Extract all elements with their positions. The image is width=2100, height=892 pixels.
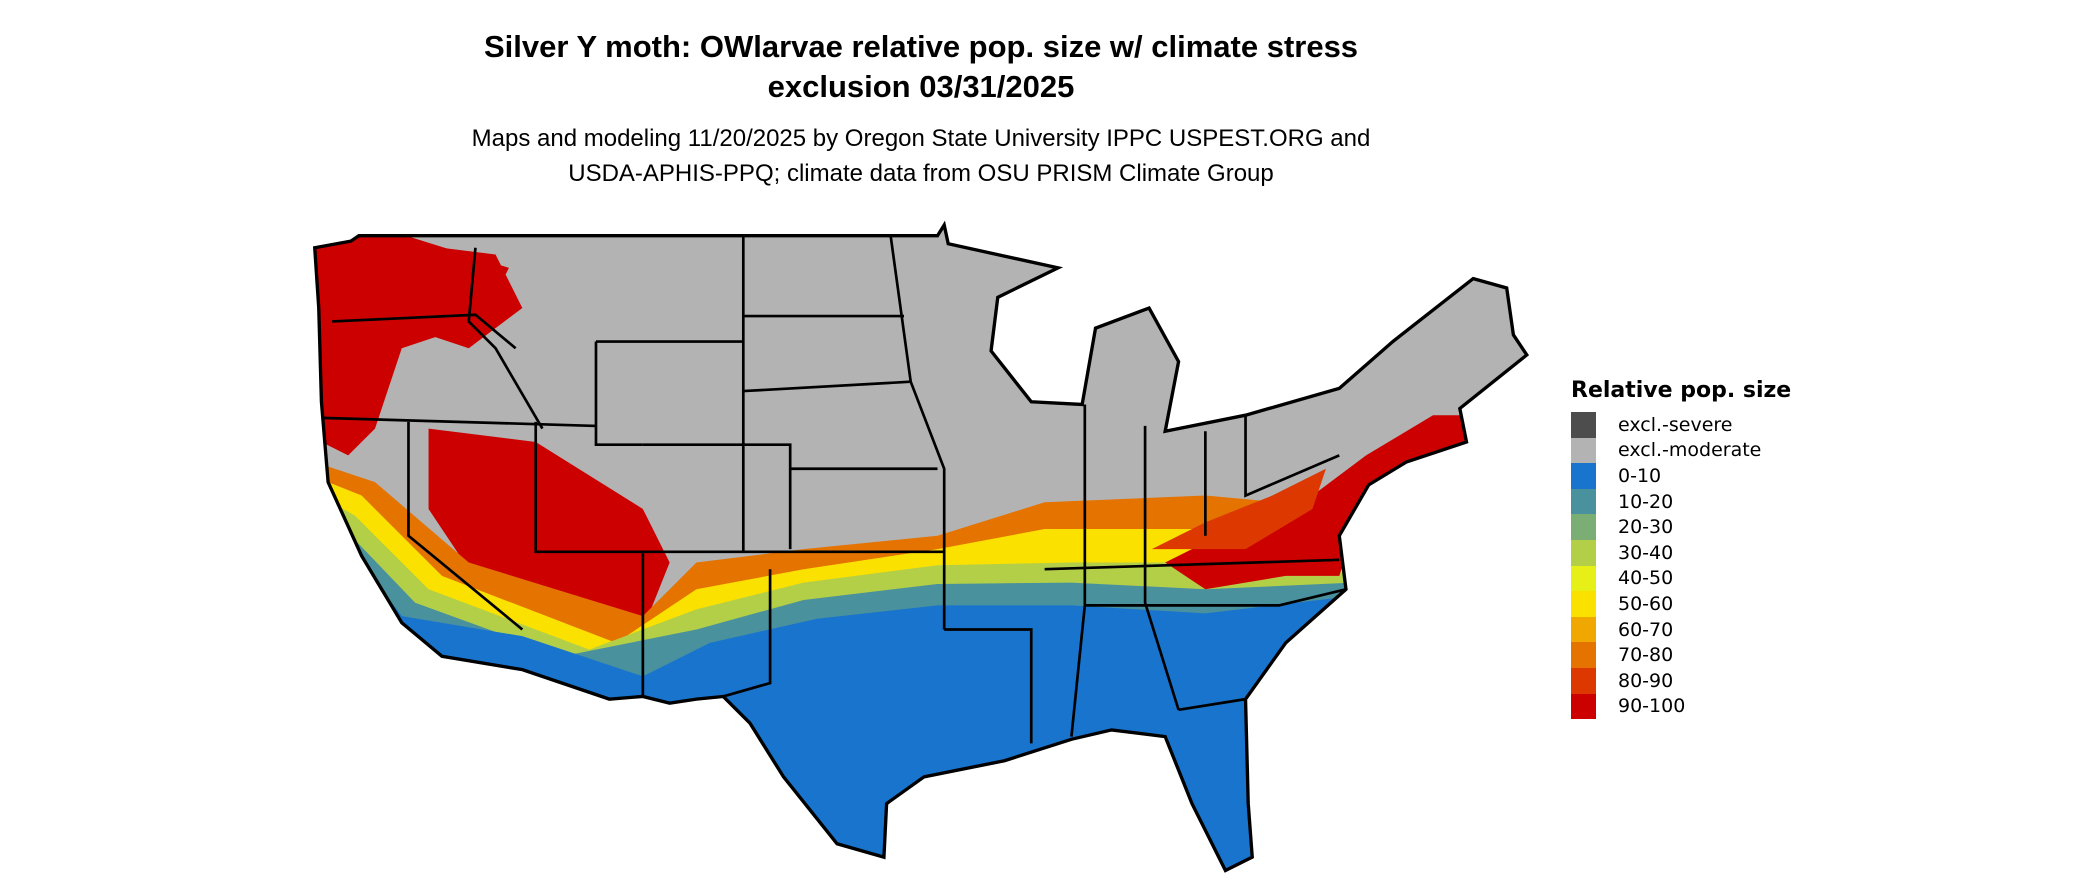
legend-swatch xyxy=(1571,412,1596,438)
legend-item: 10-20 xyxy=(1571,488,1791,515)
legend-swatch xyxy=(1571,642,1596,668)
legend-item: 70-80 xyxy=(1571,642,1791,668)
legend-title: Relative pop. size xyxy=(1571,378,1792,403)
legend-label: 50-60 xyxy=(1618,592,1674,615)
legend-label: 10-20 xyxy=(1618,490,1674,513)
map-subtitle-line1: Maps and modeling 11/20/2025 by Oregon S… xyxy=(471,125,1371,152)
legend-label: 20-30 xyxy=(1618,516,1674,539)
legend-item: 30-40 xyxy=(1571,539,1791,566)
legend-rows: excl.-severe excl.-moderate 0-10 10-20 20-30… xyxy=(1571,412,1791,720)
region-northwest-80-100 xyxy=(388,241,523,349)
legend-label: 80-90 xyxy=(1618,669,1674,692)
legend-item: 90-100 xyxy=(1571,693,1791,720)
state-borders xyxy=(321,235,1347,744)
legend-item: 0-10 xyxy=(1571,463,1791,489)
legend-swatch xyxy=(1571,437,1596,464)
map-subtitle-line2: USDA-APHIS-PPQ; climate data from OSU PR… xyxy=(568,160,1274,187)
legend-label: excl.-moderate xyxy=(1618,439,1762,462)
legend-swatch xyxy=(1571,667,1596,694)
legend-item: excl.-severe xyxy=(1571,412,1791,438)
legend-label: 40-50 xyxy=(1618,567,1674,590)
legend: Relative pop. size excl.-severe excl.-mod… xyxy=(1571,378,1792,720)
legend-label: 90-100 xyxy=(1618,695,1686,718)
map-title-line1: Silver Y moth: OWlarvae relative pop. si… xyxy=(483,29,1359,64)
legend-swatch xyxy=(1571,539,1596,566)
legend-item: excl.-moderate xyxy=(1571,437,1791,464)
legend-item: 60-70 xyxy=(1571,616,1791,643)
legend-swatch xyxy=(1571,693,1596,720)
legend-swatch xyxy=(1571,463,1596,489)
legend-label: 70-80 xyxy=(1618,644,1674,667)
legend-label: 0-10 xyxy=(1618,464,1662,487)
legend-swatch xyxy=(1571,488,1596,515)
legend-swatch xyxy=(1571,565,1596,592)
legend-label: 60-70 xyxy=(1618,618,1674,641)
legend-swatch xyxy=(1571,616,1596,643)
legend-swatch xyxy=(1571,591,1596,617)
legend-label: 30-40 xyxy=(1618,541,1674,564)
region-east-coast-80-90 xyxy=(1151,468,1326,550)
legend-swatch xyxy=(1571,514,1596,540)
legend-label: excl.-severe xyxy=(1618,413,1733,436)
legend-item: 40-50 xyxy=(1571,565,1791,592)
legend-item: 50-60 xyxy=(1571,591,1791,617)
map-title-line2: exclusion 03/31/2025 xyxy=(767,69,1075,104)
legend-item: 80-90 xyxy=(1571,667,1791,694)
legend-item: 20-30 xyxy=(1571,514,1791,540)
